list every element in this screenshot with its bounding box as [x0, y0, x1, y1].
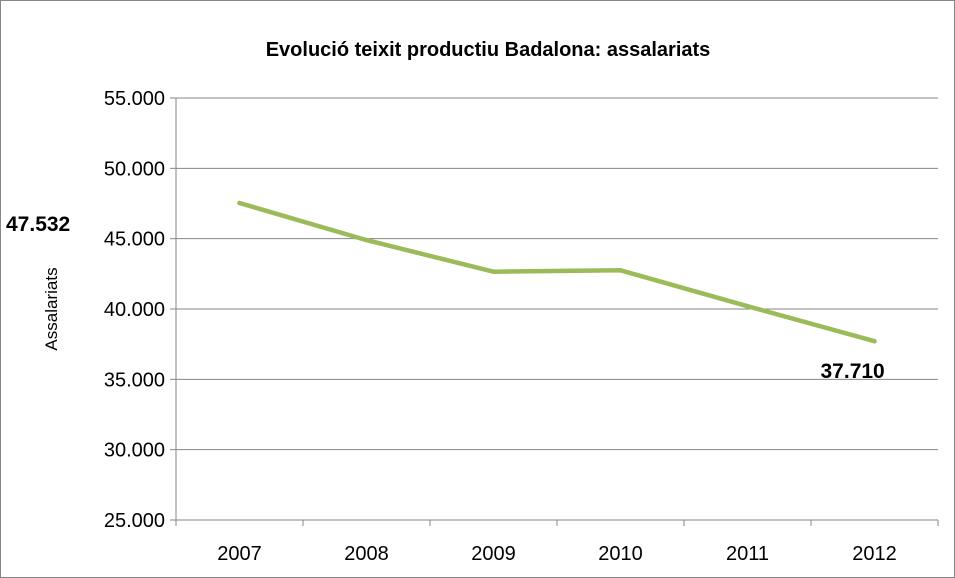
y-tick-label: 50.000 [104, 158, 165, 180]
data-point [745, 303, 750, 309]
x-tick-label: 2012 [852, 543, 897, 565]
data-point [618, 268, 623, 273]
gridlines [176, 97, 938, 451]
series-layer [237, 200, 877, 344]
y-tick-label: 25.000 [104, 510, 165, 532]
chart-title: Evolució teixit productiu Badalona: assa… [266, 39, 711, 61]
y-tick-label: 55.000 [104, 88, 165, 110]
y-tick-labels: 25.000 30.000 35.000 40.000 45.000 50.000 55.0… [104, 88, 165, 532]
data-point [237, 200, 242, 206]
y-tick-label: 30.000 [104, 440, 165, 462]
x-tick-label: 2010 [598, 543, 643, 565]
x-tick-labels: 2007 2008 2009 2010 2011 2012 [217, 543, 897, 565]
y-tick-label: 40.000 [104, 299, 165, 321]
y-axis-label: Assalariats [42, 267, 61, 350]
x-tick-label: 2011 [726, 543, 769, 565]
data-label: 47.532 [6, 213, 70, 236]
data-point [872, 339, 877, 344]
y-tick-label: 35.000 [104, 369, 165, 391]
data-labels: 47.532 37.710 [6, 213, 885, 383]
series-line [237, 200, 877, 344]
y-tick-label: 45.000 [104, 229, 165, 251]
data-point [364, 237, 369, 243]
x-tick-label: 2009 [471, 543, 516, 565]
data-label: 37.710 [821, 360, 885, 383]
x-tick-label: 2008 [344, 543, 389, 565]
axes [170, 97, 939, 526]
data-point [491, 269, 496, 274]
x-tick-label: 2007 [217, 543, 262, 565]
